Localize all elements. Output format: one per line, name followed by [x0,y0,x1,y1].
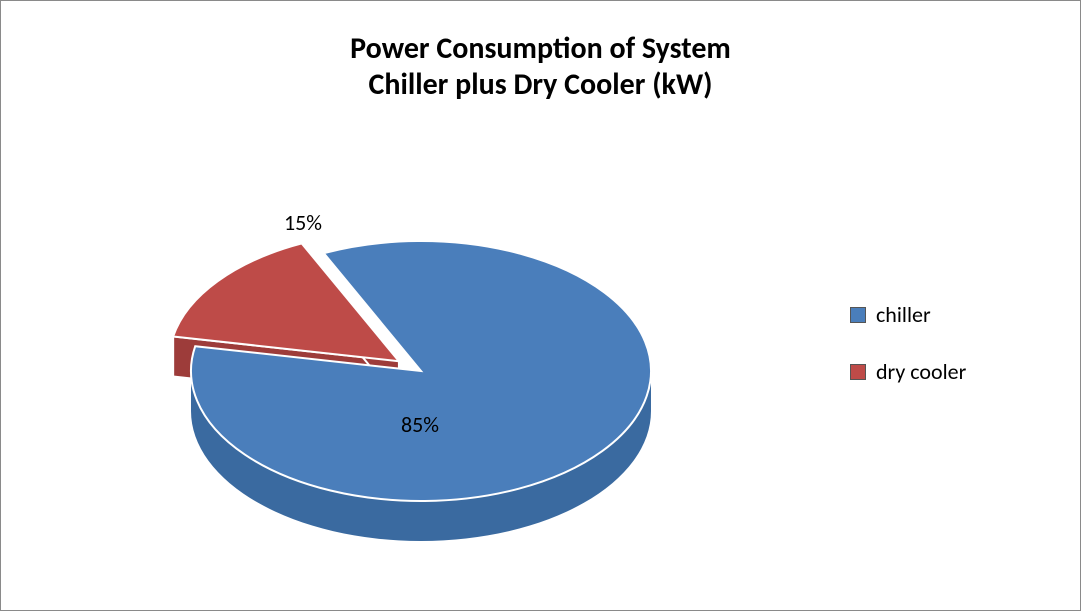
data-label-dry-cooler: 15% [284,209,322,236]
pie-svg [141,161,701,581]
legend-label-chiller: chiller [876,301,931,328]
legend-item-dry-cooler: dry cooler [850,358,1050,385]
chart-title-line2: Chiller plus Dry Cooler (kW) [1,67,1080,103]
data-label-chiller: 85% [401,411,439,438]
legend-swatch-dry-cooler [850,364,866,380]
chart-title-line1: Power Consumption of System [1,31,1080,67]
legend: chiller dry cooler [850,301,1050,415]
chart-title: Power Consumption of System Chiller plus… [1,31,1080,103]
pie-chart: 85% 15% [141,161,701,581]
legend-item-chiller: chiller [850,301,1050,328]
chart-frame: Power Consumption of System Chiller plus… [0,0,1081,611]
legend-swatch-chiller [850,307,866,323]
legend-label-dry-cooler: dry cooler [876,358,966,385]
